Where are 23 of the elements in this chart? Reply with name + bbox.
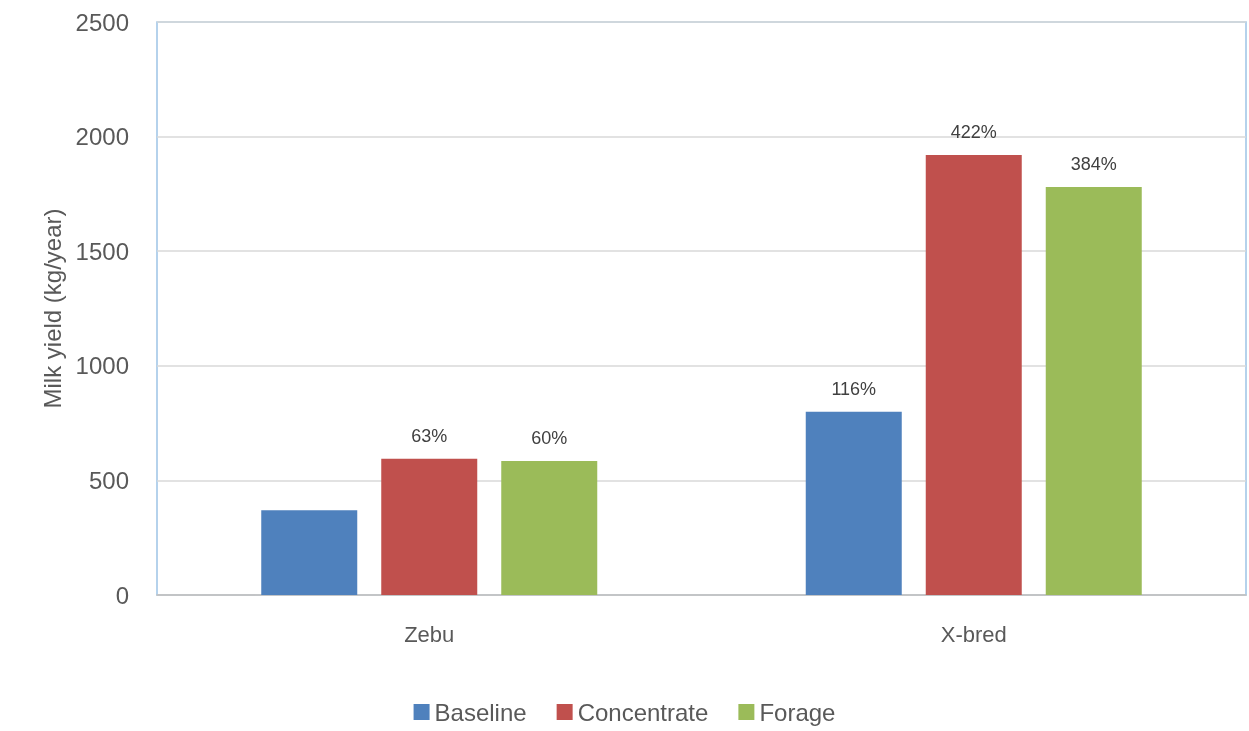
legend-label: Baseline	[434, 698, 527, 726]
bar	[261, 510, 358, 595]
bar	[501, 460, 598, 595]
annotation: 60%	[531, 427, 568, 448]
x-tick-label: X-bred	[940, 621, 1007, 647]
y-tick-label: 2000	[75, 123, 129, 151]
legend-label: Concentrate	[577, 698, 709, 726]
y-tick-label: 2500	[75, 8, 129, 36]
annotation: 384%	[1070, 154, 1117, 175]
y-tick-label: 500	[88, 466, 129, 494]
bar	[925, 154, 1022, 595]
y-tick-label: 0	[115, 581, 129, 609]
y-axis-title: Milk yield (kg/year)	[39, 208, 67, 409]
x-tick-label: Zebu	[404, 621, 455, 647]
y-tick-label: 1500	[75, 237, 129, 265]
annotation: 422%	[950, 121, 997, 142]
annotation: 116%	[831, 378, 877, 399]
legend-label: Forage	[759, 698, 836, 726]
bar	[381, 458, 478, 595]
y-tick-label: 1000	[75, 352, 129, 380]
bar	[1045, 187, 1142, 595]
annotation: 63%	[411, 425, 448, 446]
bar	[805, 411, 902, 595]
